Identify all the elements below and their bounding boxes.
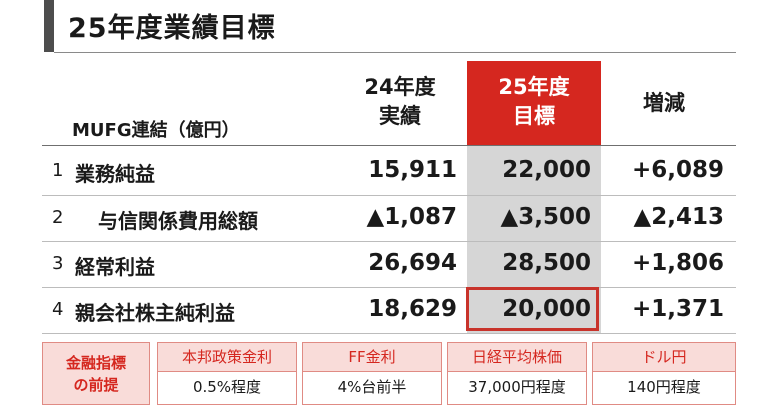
row-number: 2 xyxy=(52,207,64,228)
assumption-nikkei: 日経平均株価 37,000円程度 xyxy=(447,342,587,405)
row-label: 業務純益 xyxy=(75,162,155,186)
row-separator xyxy=(42,241,736,242)
assumption-header: 日経平均株価 xyxy=(447,342,587,372)
assumptions-label: 金融指標 の前提 xyxy=(42,342,150,405)
fy24-value: 26,694 xyxy=(368,250,457,276)
unit-label: MUFG連結（億円） xyxy=(72,120,240,141)
header-separator xyxy=(42,145,736,146)
row-number: 4 xyxy=(52,299,64,320)
change-value: +1,806 xyxy=(631,250,724,276)
page-title: 25年度業績目標 xyxy=(68,13,276,44)
change-value: +6,089 xyxy=(631,157,724,183)
fy24-value: 18,629 xyxy=(368,296,457,322)
fy25-target-value: 28,500 xyxy=(502,250,591,276)
fy25-target-value: 20,000 xyxy=(502,296,591,322)
row-number: 1 xyxy=(52,160,64,181)
column-header-fy24: 24年度 実績 xyxy=(335,73,465,131)
row-label: 親会社株主純利益 xyxy=(75,301,235,325)
column-header-change: 増減 xyxy=(643,91,685,115)
assumption-ff-rate: FF金利 4%台前半 xyxy=(302,342,442,405)
row-number: 3 xyxy=(52,253,64,274)
assumption-policy-rate: 本邦政策金利 0.5%程度 xyxy=(157,342,297,405)
change-value: ▲2,413 xyxy=(633,204,724,230)
table-row: 1 業務純益 15,911 22,000 +6,089 xyxy=(0,149,766,195)
title-accent-bar xyxy=(44,0,54,52)
fy24-value: ▲1,087 xyxy=(366,204,457,230)
highlight-box xyxy=(466,287,599,331)
column-header-fy25: 25年度 目標 xyxy=(467,73,601,131)
row-label: 経常利益 xyxy=(75,255,155,279)
column-header-fy24-line2: 実績 xyxy=(379,104,421,128)
change-value: +1,371 xyxy=(631,296,724,322)
fy24-value: 15,911 xyxy=(368,157,457,183)
table-row: 2 与信関係費用総額 ▲1,087 ▲3,500 ▲2,413 xyxy=(0,196,766,242)
column-header-fy24-line1: 24年度 xyxy=(364,75,436,99)
title-underline xyxy=(54,52,736,53)
row-separator xyxy=(42,287,736,288)
target-column-header-background xyxy=(467,61,601,145)
fy25-target-value: ▲3,500 xyxy=(500,204,591,230)
assumption-value: 37,000円程度 xyxy=(447,372,587,405)
row-separator xyxy=(42,195,736,196)
assumption-header: 本邦政策金利 xyxy=(157,342,297,372)
assumptions-label-line2: の前提 xyxy=(73,376,119,394)
assumption-value: 0.5%程度 xyxy=(157,372,297,405)
row-separator xyxy=(42,333,736,334)
table-row: 3 経常利益 26,694 28,500 +1,806 xyxy=(0,242,766,288)
column-header-fy25-line1: 25年度 xyxy=(498,75,570,99)
assumptions-label-line1: 金融指標 xyxy=(65,354,126,372)
assumption-header: FF金利 xyxy=(302,342,442,372)
assumption-value: 4%台前半 xyxy=(302,372,442,405)
assumption-value: 140円程度 xyxy=(592,372,736,405)
row-label: 与信関係費用総額 xyxy=(98,209,258,233)
assumption-usdjpy: ドル円 140円程度 xyxy=(592,342,736,405)
table-row: 4 親会社株主純利益 18,629 20,000 +1,371 xyxy=(0,288,766,334)
fy25-target-value: 22,000 xyxy=(502,157,591,183)
assumption-header: ドル円 xyxy=(592,342,736,372)
column-header-fy25-line2: 目標 xyxy=(513,104,555,128)
